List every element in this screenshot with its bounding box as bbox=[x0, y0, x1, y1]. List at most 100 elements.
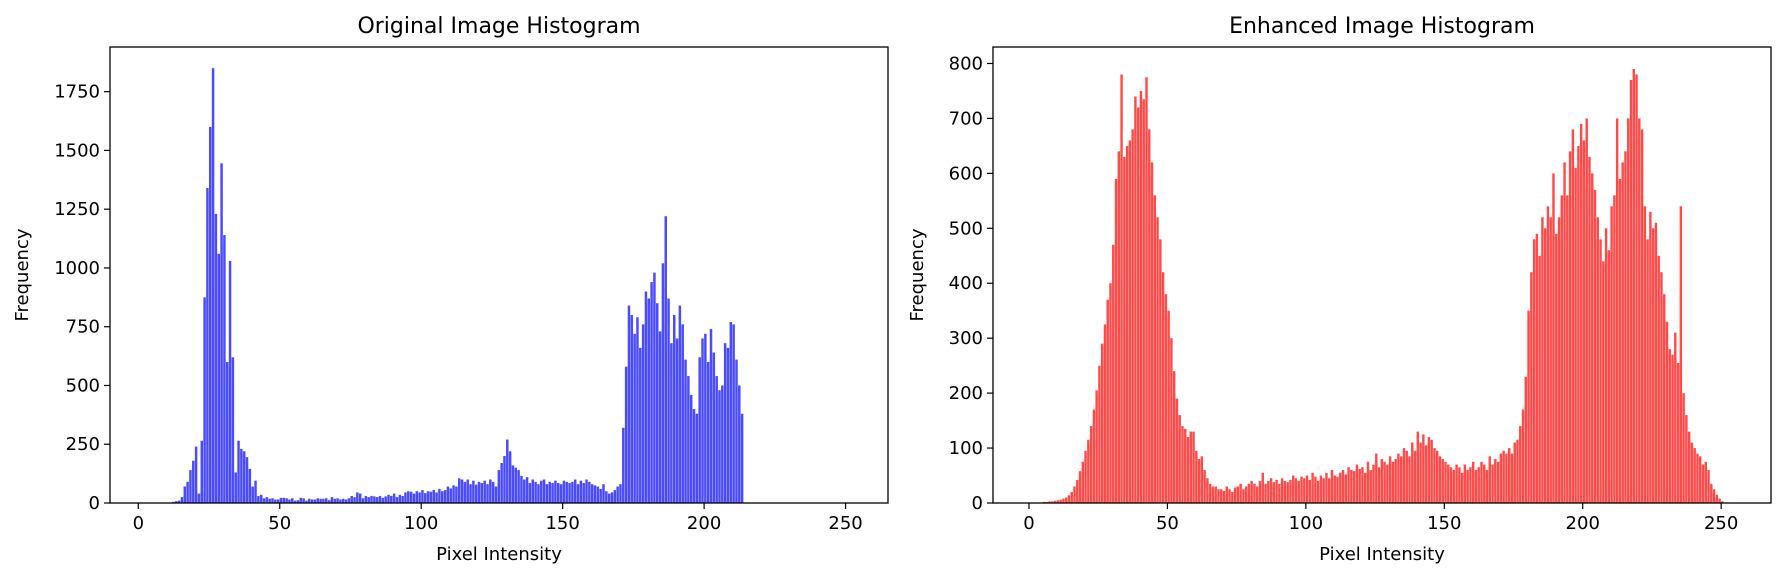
histogram-bar bbox=[486, 484, 489, 503]
histogram-bar bbox=[1555, 233, 1558, 504]
histogram-bar bbox=[568, 483, 571, 503]
histogram-bar bbox=[1283, 481, 1287, 503]
histogram-bar bbox=[1560, 195, 1563, 504]
histogram-bar bbox=[1449, 467, 1453, 503]
histogram-bar bbox=[571, 481, 574, 503]
histogram-bar bbox=[347, 498, 351, 503]
histogram-bar bbox=[1499, 453, 1503, 503]
x-tick-label: 0 bbox=[1023, 513, 1034, 534]
histogram-bar bbox=[1704, 461, 1707, 503]
x-tick-label: 0 bbox=[133, 513, 144, 534]
histogram-bar bbox=[1272, 482, 1276, 503]
histogram-bar bbox=[370, 495, 373, 503]
histogram-bar bbox=[1333, 475, 1336, 503]
histogram-bar bbox=[1588, 156, 1591, 503]
histogram-bar bbox=[381, 497, 385, 503]
histogram-bar bbox=[373, 496, 376, 503]
x-tick-label: 100 bbox=[1289, 513, 1323, 534]
histogram-bar bbox=[1671, 354, 1674, 503]
histogram-bar bbox=[1073, 486, 1076, 503]
histogram-bar bbox=[1087, 439, 1090, 503]
histogram-bar bbox=[1231, 492, 1234, 503]
histogram-bar bbox=[1048, 501, 1051, 503]
histogram-bar bbox=[1242, 489, 1245, 503]
histogram-bar bbox=[1535, 233, 1539, 504]
histogram-bar bbox=[474, 484, 478, 503]
histogram-bar bbox=[432, 490, 435, 503]
histogram-bar bbox=[1402, 448, 1406, 503]
histogram-bar bbox=[322, 498, 325, 503]
histogram-bar bbox=[1413, 450, 1417, 503]
histogram-bar bbox=[361, 498, 365, 503]
histogram-bar bbox=[1460, 472, 1464, 503]
histogram-bar bbox=[684, 359, 687, 503]
histogram-bar bbox=[1701, 464, 1705, 503]
x-axis-label: Pixel Intensity bbox=[436, 544, 562, 565]
histogram-bar bbox=[1123, 156, 1126, 503]
histogram-bar bbox=[274, 499, 277, 503]
histogram-bar bbox=[1665, 321, 1669, 503]
histogram-bar bbox=[689, 394, 693, 503]
histogram-bar bbox=[333, 498, 336, 503]
histogram-bar bbox=[695, 413, 699, 503]
histogram-bar bbox=[1156, 217, 1159, 504]
histogram-bar bbox=[1408, 456, 1411, 503]
histogram-bar bbox=[1627, 118, 1630, 503]
histogram-bar bbox=[605, 491, 608, 503]
histogram-bar bbox=[1416, 431, 1420, 503]
histogram-bar bbox=[1178, 415, 1181, 503]
histogram-bar bbox=[1674, 332, 1677, 503]
histogram-bar bbox=[670, 343, 673, 503]
histogram-bar bbox=[1128, 140, 1132, 503]
histogram-bar bbox=[1613, 195, 1616, 504]
histogram-bar bbox=[1125, 145, 1129, 503]
histogram-bar bbox=[1494, 459, 1497, 503]
histogram-bar bbox=[452, 485, 455, 503]
histogram-bar bbox=[220, 163, 223, 503]
histogram-bar bbox=[441, 491, 444, 503]
histogram-bar bbox=[624, 366, 628, 503]
histogram-bar bbox=[1300, 476, 1303, 503]
histogram-bar bbox=[364, 495, 368, 503]
histogram-bar bbox=[1524, 376, 1528, 503]
histogram-bar bbox=[1145, 77, 1148, 504]
histogram-bar bbox=[718, 390, 721, 503]
histogram-bar bbox=[1319, 475, 1323, 503]
histogram-bar bbox=[644, 291, 648, 503]
histogram-bar bbox=[681, 324, 684, 503]
histogram-bar bbox=[1712, 489, 1716, 503]
histogram-bar bbox=[472, 480, 475, 503]
histogram-bar bbox=[1167, 310, 1170, 503]
histogram-bar bbox=[1582, 140, 1586, 503]
histogram-bar bbox=[358, 493, 362, 503]
histogram-bar bbox=[1051, 501, 1054, 503]
histogram-bar bbox=[602, 484, 605, 503]
histogram-bar bbox=[639, 347, 642, 503]
histogram-bar bbox=[1527, 310, 1530, 503]
histogram-bar bbox=[392, 493, 396, 503]
histogram-bar bbox=[1632, 68, 1635, 504]
histogram-bar bbox=[1092, 409, 1096, 503]
histogram-bar bbox=[175, 501, 178, 503]
histogram-bar bbox=[259, 494, 263, 503]
histogram-bar bbox=[613, 490, 617, 503]
histogram-bar bbox=[1164, 294, 1168, 503]
histogram-bar bbox=[1566, 195, 1569, 504]
histogram-bar bbox=[1098, 365, 1101, 503]
histogram-bar bbox=[1383, 461, 1386, 503]
histogram-bar bbox=[534, 481, 537, 503]
histogram-bar bbox=[678, 305, 682, 503]
histogram-bar bbox=[271, 498, 274, 503]
y-tick-label: 100 bbox=[949, 438, 983, 459]
histogram-bar bbox=[1112, 244, 1115, 503]
histogram-bar bbox=[418, 492, 421, 503]
histogram-bar bbox=[619, 484, 622, 503]
histogram-bar bbox=[610, 492, 614, 503]
x-tick-label: 150 bbox=[545, 513, 579, 534]
histogram-bar bbox=[590, 484, 594, 503]
histogram-bar bbox=[500, 463, 503, 503]
histogram-bar bbox=[650, 282, 653, 503]
histogram-bar bbox=[1444, 461, 1447, 503]
histogram-bar bbox=[177, 500, 181, 503]
histogram-bar bbox=[1624, 151, 1627, 503]
